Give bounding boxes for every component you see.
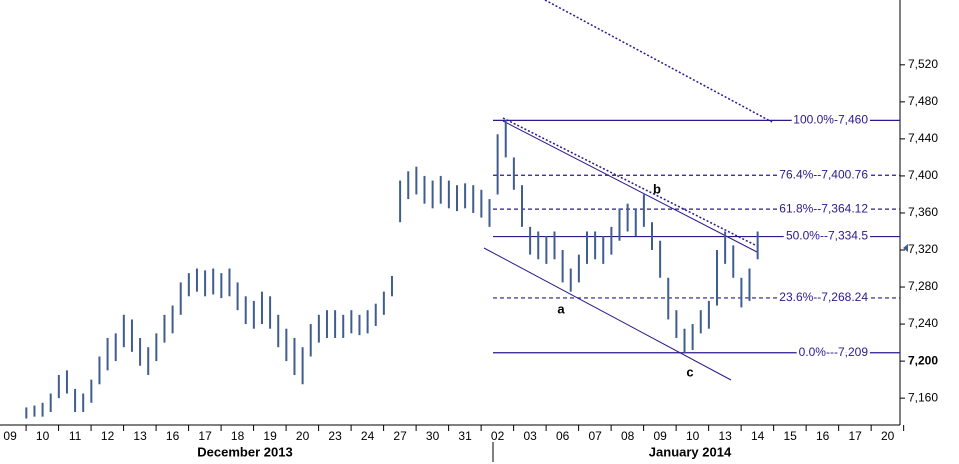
annotation: b: [653, 181, 661, 196]
x-tick-label: 24: [361, 429, 375, 443]
x-tick-label: 30: [426, 429, 440, 443]
x-tick-label: 13: [133, 429, 147, 443]
x-tick-label: 10: [686, 429, 700, 443]
x-tick-label: 06: [556, 429, 570, 443]
x-tick-label: 23: [328, 429, 342, 443]
y-tick-label: 7,520: [908, 57, 938, 71]
x-tick-label: 19: [263, 429, 277, 443]
month-label: January 2014: [649, 444, 732, 459]
fib-label: 0.0%---7,209: [799, 345, 869, 359]
y-tick-label: 7,280: [908, 279, 938, 293]
x-tick-label: 12: [101, 429, 115, 443]
x-tick-label: 09: [653, 429, 667, 443]
y-tick-label: 7,240: [908, 316, 938, 330]
x-tick-label: 14: [751, 429, 765, 443]
trend-lines: [483, 0, 773, 381]
x-tick-label: 20: [881, 429, 895, 443]
y-tick-label: 7,360: [908, 205, 938, 219]
fib-label: 61.8%--7,364.12: [779, 201, 868, 215]
fib-label: 23.6%--7,268.24: [779, 290, 868, 304]
x-tick-label: 20: [296, 429, 310, 443]
y-tick-label: 7,480: [908, 94, 938, 108]
x-tick-label: 10: [36, 429, 50, 443]
x-tick-label: 11: [69, 429, 82, 443]
channel-line: [502, 120, 758, 253]
x-tick-label: 07: [588, 429, 602, 443]
x-tick-label: 31: [458, 429, 472, 443]
y-tick-label: 7,200: [908, 353, 938, 367]
trend-line: [502, 117, 758, 247]
x-tick-label: 15: [783, 429, 797, 443]
x-tick-label: 13: [718, 429, 732, 443]
fib-label: 100.0%-7,460: [793, 113, 868, 127]
y-tick-label: 7,160: [908, 390, 938, 404]
fib-label: 76.4%--7,400.76: [779, 167, 868, 181]
y-tick-label: 7,440: [908, 131, 938, 145]
x-tick-label: 09: [3, 429, 17, 443]
y-tick-label: 7,320: [908, 242, 938, 256]
month-label: December 2013: [197, 444, 292, 459]
x-tick-label: 02: [491, 429, 505, 443]
x-tick-label: 17: [848, 429, 862, 443]
annotation: c: [686, 364, 693, 379]
x-tick-label: 16: [816, 429, 830, 443]
x-tick-label: 08: [621, 429, 635, 443]
x-tick-label: 16: [166, 429, 180, 443]
annotation: a: [557, 301, 565, 316]
price-marker: [903, 244, 908, 252]
x-tick-label: 03: [523, 429, 537, 443]
x-tick-label: 27: [393, 429, 407, 443]
trend-line: [544, 0, 773, 123]
x-tick-label: 18: [231, 429, 245, 443]
channel-line: [483, 247, 732, 381]
x-tick-label: 17: [198, 429, 212, 443]
y-tick-label: 7,400: [908, 168, 938, 182]
fib-label: 50.0%--7,334.5: [786, 229, 868, 243]
